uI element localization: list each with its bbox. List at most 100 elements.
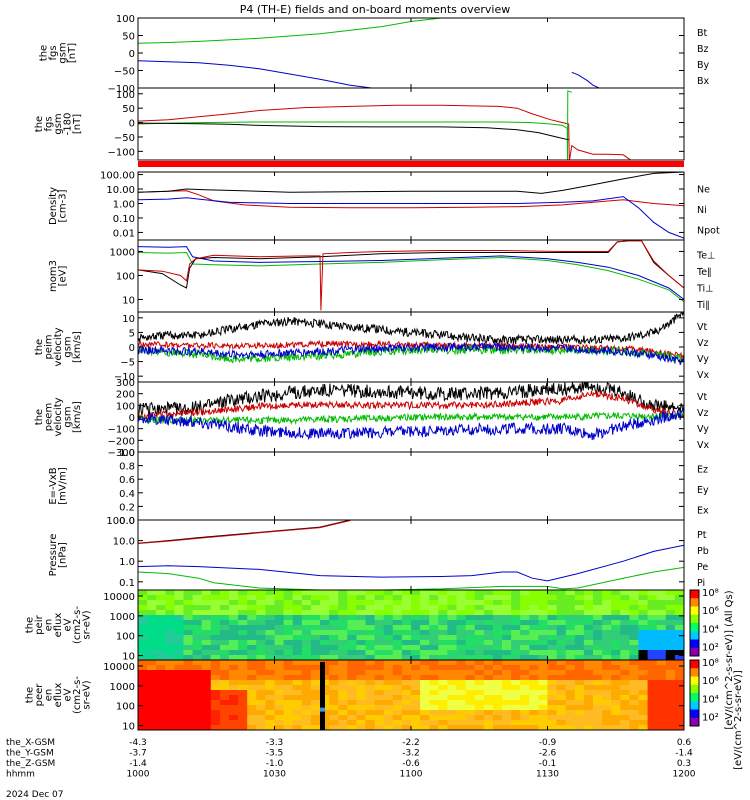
y-axis-label: Density xyxy=(48,187,59,225)
series-Vy xyxy=(138,344,684,364)
series-Te⊥ xyxy=(138,240,684,311)
spectrogram-peir xyxy=(138,590,684,660)
panel-frame xyxy=(137,171,685,241)
spectrogram-peer xyxy=(138,660,684,730)
legend-Vz: Vz xyxy=(697,338,709,349)
panel-peer: 10000 1000 100 10 thepeerenefluxeV(cm2-s-sr-… xyxy=(24,659,685,733)
series-Vt xyxy=(138,312,684,345)
y-axis-label: [nT] xyxy=(72,114,83,134)
colorbar-swatch xyxy=(690,660,699,669)
colorbar-tick-label: 10² xyxy=(702,643,719,654)
y-axis-label: E=-VxB xyxy=(48,467,59,504)
y-axis-label: gsm xyxy=(58,42,69,63)
y-axis-label: mom3 xyxy=(48,260,59,292)
legend-Ex: Ex xyxy=(697,506,709,517)
y-axis-label: [nT] xyxy=(67,43,78,63)
y-axis-label: velocity xyxy=(53,327,64,366)
red-status-bar xyxy=(138,161,684,167)
footer-value: -1.4 xyxy=(675,749,693,759)
y-axis-label: [mV/m] xyxy=(58,467,69,505)
y-tick-label: 0 xyxy=(129,49,135,60)
colorbar-swatch xyxy=(690,606,699,616)
y-tick-label: 300 xyxy=(116,378,135,389)
y-tick-label: 1000 xyxy=(110,612,135,623)
legend-Vy: Vy xyxy=(697,354,709,365)
legend-Npot: Npot xyxy=(697,226,720,237)
y-tick-label: 0.01 xyxy=(113,228,135,239)
y-tick-label: 100 xyxy=(116,90,135,101)
footer-value: -1.4 xyxy=(129,759,147,769)
figure-title: P4 (TH-E) fields and on-board moments ov… xyxy=(240,3,511,16)
y-axis-label: velocity xyxy=(53,397,64,436)
footer-value: -2.6 xyxy=(539,749,557,759)
colorbar-tick-label: 10² xyxy=(702,713,719,724)
y-tick-label: 50 xyxy=(122,32,135,43)
y-tick-label: 0.8 xyxy=(119,462,135,473)
legend-Vt: Vt xyxy=(697,322,707,333)
colorbar-swatch xyxy=(690,614,699,624)
y-tick-label: 10000 xyxy=(103,662,135,673)
series-Vx xyxy=(138,341,684,365)
series-Pe xyxy=(138,566,684,590)
footer-group: 2024 Dec 07 the_X-GSM -4.3 -3.3 -2.2 -0.9 0.6… xyxy=(6,738,696,800)
y-axis-label: peer xyxy=(34,683,45,707)
y-tick-label: 200 xyxy=(116,390,135,401)
y-axis-label: the xyxy=(34,339,45,355)
panel-peir: 10000 1000 100 10 thepeirenefluxeV(cm2-s-sr-… xyxy=(24,589,685,663)
colorbar-1: 10⁸ 10⁶ 10⁴ 10² xyxy=(689,588,719,657)
legend-Vx: Vx xyxy=(697,440,709,451)
series-Ti∥ xyxy=(138,251,684,303)
footer-value: -1.0 xyxy=(266,759,284,769)
y-tick-label: −100 xyxy=(108,84,135,95)
footer-value: -4.3 xyxy=(129,738,147,748)
series-Vx xyxy=(138,408,684,441)
colorbar-tick-label: 10⁸ xyxy=(702,658,719,669)
footer-value: -3.7 xyxy=(129,749,147,759)
footer-value: 0.6 xyxy=(677,738,692,748)
footer-value: -3.3 xyxy=(266,738,284,748)
y-tick-label: 1000 xyxy=(110,682,135,693)
colorbar-2: 10⁸ 10⁶ 10⁴ 10² xyxy=(689,658,719,727)
legend-Ey: Ey xyxy=(697,485,709,496)
footer-value: 1030 xyxy=(263,770,286,780)
footer-value: -0.6 xyxy=(402,759,420,769)
series-Pi xyxy=(138,544,684,582)
y-axis-label: (cm2-s- xyxy=(72,676,83,714)
y-tick-label: 0 xyxy=(129,413,135,424)
panel-mom: 1000 100 10 mom3[eV] Te⊥ Te∥ Ti⊥ Ti∥ xyxy=(48,239,715,313)
series-Vz xyxy=(138,390,684,421)
y-tick-label: 0.10 xyxy=(113,214,135,225)
footer-value: 1100 xyxy=(400,770,423,780)
colorbar-frame xyxy=(689,589,700,657)
panel-pressure: 100.0 10.0 1.0 0.1 Pressure[nPa] Pt Pb Pe Pi xyxy=(48,516,709,591)
colorbar-swatch xyxy=(690,693,699,702)
colorbar-swatch xyxy=(690,631,699,640)
footer-value: 1200 xyxy=(673,770,696,780)
colorbar-swatch xyxy=(690,623,699,632)
series-By xyxy=(138,18,442,44)
panel-efield: 1.0 0.8 0.6 0.4 0.2 0.0 E=-VxB[mV/m] Ez Ey Ex xyxy=(48,448,709,527)
legend-Te∥: Te∥ xyxy=(696,267,712,278)
y-tick-label: 0.0 xyxy=(119,516,135,527)
footer-row-label: the_Y-GSM xyxy=(6,749,54,759)
y-tick-label: 100.0 xyxy=(106,516,135,527)
y-tick-label: −5 xyxy=(120,358,135,369)
y-tick-label: 10000 xyxy=(103,592,135,603)
series-Pt xyxy=(138,520,351,544)
legend-By: By xyxy=(697,60,710,71)
y-tick-label: −100 xyxy=(108,425,135,436)
series-Pb xyxy=(138,520,351,544)
legend-Bx: Bx xyxy=(697,76,710,87)
data-gap-bar xyxy=(320,662,325,730)
colorbar-label: [eV/(cm^2-s-sr-eV)] (All Qs) xyxy=(724,590,735,729)
y-tick-label: 0 xyxy=(129,119,135,130)
y-tick-label: 10 xyxy=(122,314,135,325)
y-axis-label: fgs xyxy=(43,116,54,131)
colorbar-tick-label: 10⁸ xyxy=(702,588,719,599)
legend-Ti⊥: Ti⊥ xyxy=(696,283,713,294)
footer-value: -0.9 xyxy=(539,738,557,748)
y-axis-label: the xyxy=(34,409,45,425)
legend-Vy: Vy xyxy=(697,424,709,435)
y-tick-label: 100 xyxy=(116,702,135,713)
colorbar-swatch xyxy=(690,590,699,599)
